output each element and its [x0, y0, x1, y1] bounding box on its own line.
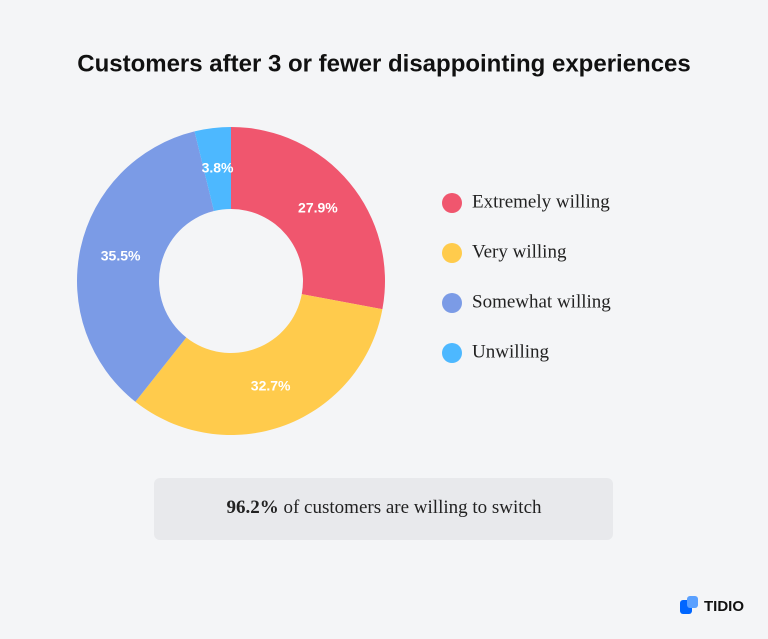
value-label: 3.8% — [202, 160, 234, 176]
slice — [194, 127, 231, 212]
note: 96.2% of customers are willing to switch — [226, 497, 542, 518]
chart-title: Customers after 3 or fewer disappointing… — [77, 50, 691, 77]
legend-label: Extremely willing — [472, 191, 610, 212]
logo-icon — [687, 596, 698, 608]
legend-swatch — [442, 343, 462, 363]
value-label: 32.7% — [251, 378, 291, 394]
note-highlight: 96.2% — [226, 497, 278, 518]
legend-label: Very willing — [472, 241, 567, 262]
legend-swatch — [442, 193, 462, 213]
value-label: 35.5% — [101, 248, 141, 264]
value-label: 27.9% — [298, 199, 338, 215]
legend-swatch — [442, 293, 462, 313]
legend-label: Somewhat willing — [472, 291, 611, 312]
brand-logo: TIDIO — [680, 596, 744, 615]
slice — [135, 294, 383, 436]
legend-swatch — [442, 243, 462, 263]
legend-label: Unwilling — [472, 341, 550, 362]
note-box — [154, 478, 613, 540]
brand: TIDIO — [704, 598, 744, 615]
note-text: of customers are willing to switch — [283, 497, 542, 518]
slice — [77, 131, 214, 402]
slice — [231, 127, 385, 310]
